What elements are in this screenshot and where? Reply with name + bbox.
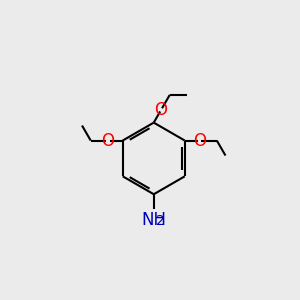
Text: O: O [101,131,115,149]
Text: 2: 2 [156,214,165,228]
Text: NH: NH [141,211,166,229]
Text: O: O [154,101,168,119]
Text: O: O [193,131,206,149]
